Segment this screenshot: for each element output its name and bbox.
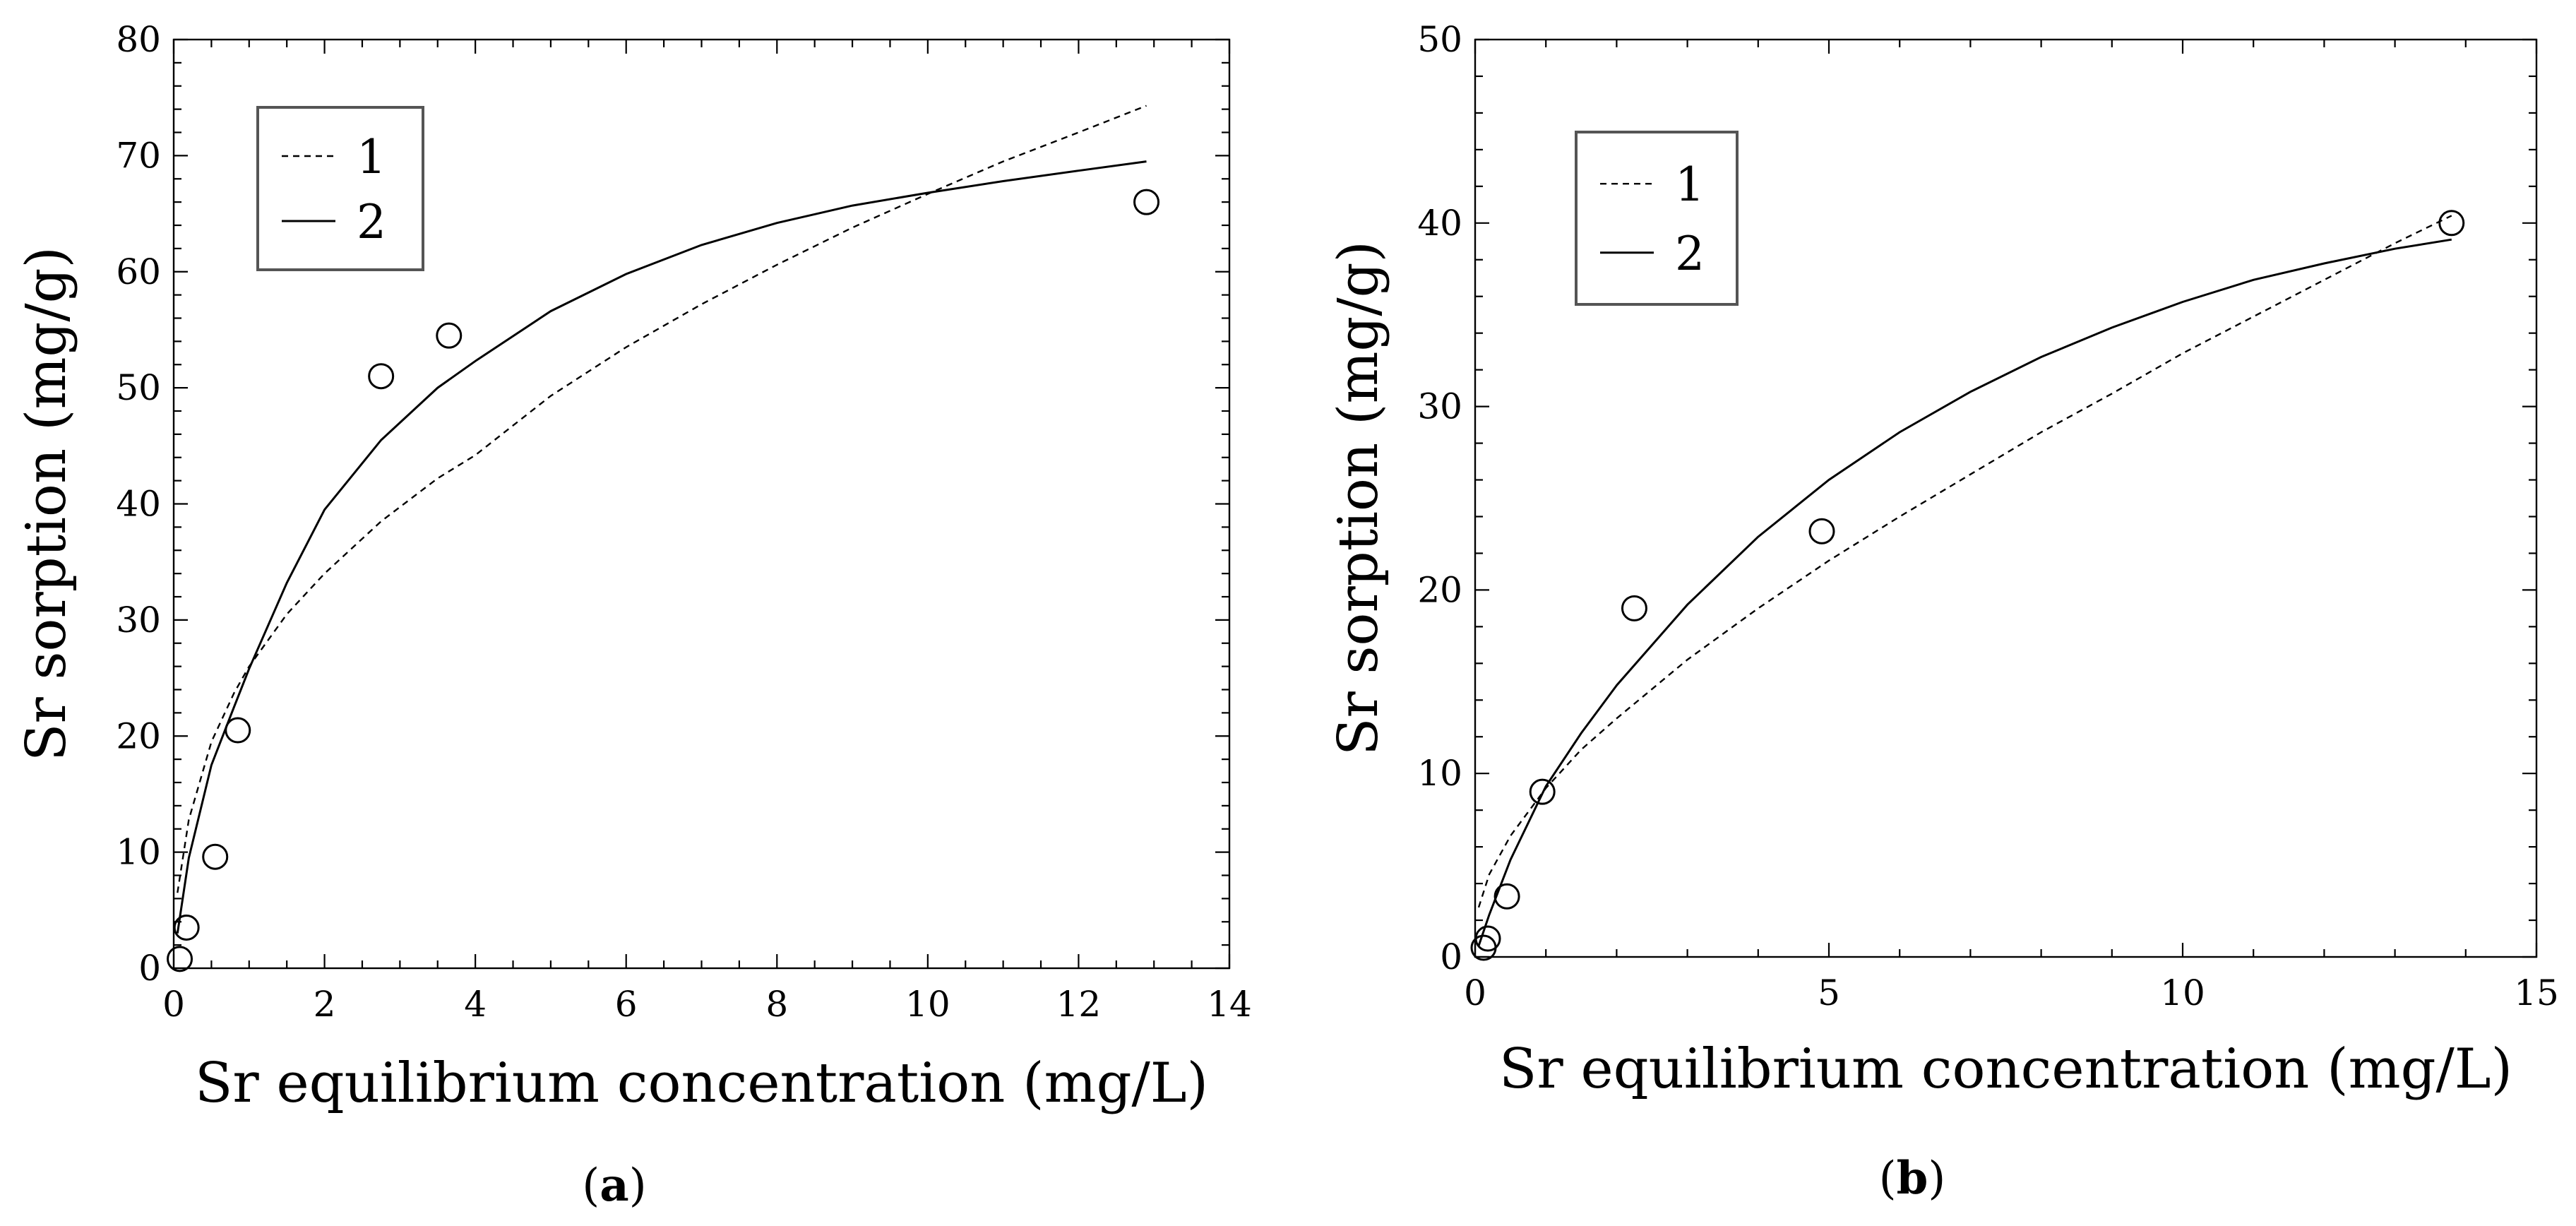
data-point	[1808, 518, 1835, 544]
y-tick-label: 10	[116, 832, 161, 873]
x-tick-label: 4	[464, 984, 487, 1025]
y-tick-label: 40	[116, 484, 161, 525]
y-tick-label: 20	[116, 715, 161, 756]
data-point	[167, 946, 193, 972]
y-tick-label: 30	[116, 600, 161, 641]
series-line-2	[1477, 238, 2452, 946]
data-point	[1621, 595, 1647, 621]
x-tick-label: 10	[2160, 972, 2205, 1013]
data-point	[225, 717, 251, 744]
x-tick-label: 5	[1818, 972, 1840, 1013]
data-point	[1133, 189, 1160, 215]
data-point	[1474, 925, 1501, 952]
data-point	[202, 843, 229, 870]
x-axis-label: Sr equilibrium concentration (mg/L)	[195, 1052, 1208, 1115]
legend-label-2: 2	[1675, 227, 1705, 281]
x-tick-label: 2	[314, 984, 336, 1025]
x-tick-label: 12	[1056, 984, 1102, 1025]
legend-label-2: 2	[357, 195, 386, 249]
panel-label: (b)	[1879, 1152, 1946, 1205]
x-axis-label: Sr equilibrium concentration (mg/L)	[1499, 1037, 2512, 1101]
legend-label-1: 1	[357, 130, 386, 184]
x-tick-label: 0	[162, 984, 185, 1025]
y-axis-label: Sr sorption (mg/g)	[1327, 241, 1390, 756]
plot-frame	[1474, 38, 2538, 958]
legend-label-1: 1	[1675, 157, 1705, 212]
x-tick-label: 10	[905, 984, 950, 1025]
y-tick-label: 80	[116, 19, 161, 60]
y-axis-label: Sr sorption (mg/g)	[15, 246, 78, 761]
y-tick-label: 30	[1417, 386, 1462, 427]
data-point	[2438, 210, 2465, 237]
y-tick-label: 60	[116, 251, 161, 292]
x-tick-label: 0	[1464, 972, 1486, 1013]
y-tick-label: 40	[1417, 203, 1462, 244]
data-point	[436, 322, 463, 349]
x-tick-label: 15	[2514, 972, 2559, 1013]
legend-box	[1575, 131, 1739, 306]
y-tick-label: 20	[1417, 569, 1462, 610]
y-tick-label: 70	[116, 135, 161, 176]
legend: 12	[256, 106, 424, 271]
series-line-1	[1477, 215, 2452, 908]
y-tick-label: 10	[1417, 753, 1462, 794]
x-tick-label: 8	[765, 984, 788, 1025]
chart-panel-b: 0 5 10 15 0 10 20 30 40 50 Sr equilibrium concentr…	[1327, 19, 2559, 1205]
data-point	[1493, 883, 1520, 910]
y-tick-label: 0	[1440, 936, 1462, 977]
data-point	[173, 914, 200, 941]
legend: 12	[1575, 131, 1739, 306]
x-tick-label: 14	[1207, 984, 1252, 1025]
y-tick-label: 0	[138, 948, 161, 989]
data-point	[368, 363, 395, 390]
panel-label: (a)	[582, 1159, 646, 1212]
y-tick-label: 50	[1417, 19, 1462, 60]
x-tick-label: 6	[615, 984, 638, 1025]
series-line-2	[176, 160, 1147, 934]
legend-box	[256, 106, 424, 271]
y-tick-label: 50	[116, 367, 161, 408]
series-line-1	[177, 105, 1147, 893]
data-point	[1529, 778, 1556, 805]
